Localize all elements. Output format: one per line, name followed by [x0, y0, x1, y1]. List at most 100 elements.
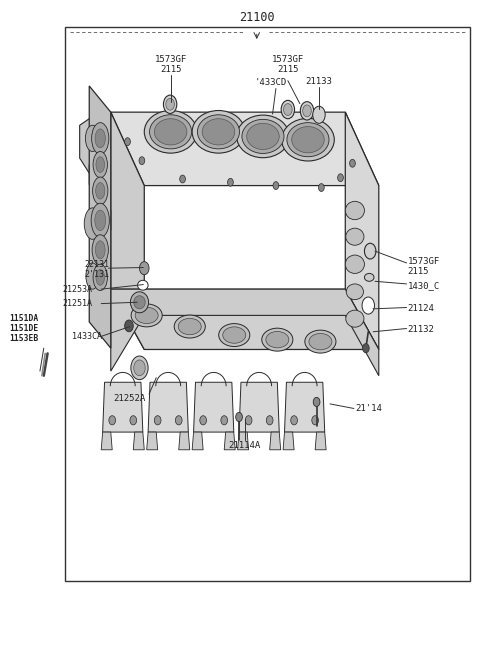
Ellipse shape [93, 152, 108, 177]
Bar [65, 27, 470, 581]
Text: 21133: 21133 [306, 77, 333, 86]
Polygon shape [179, 432, 190, 450]
Circle shape [131, 356, 148, 380]
Text: 21253A: 21253A [63, 284, 93, 294]
Ellipse shape [197, 115, 240, 149]
Ellipse shape [292, 127, 324, 153]
Polygon shape [238, 432, 249, 450]
Polygon shape [315, 432, 326, 450]
Ellipse shape [92, 235, 108, 265]
Ellipse shape [192, 110, 245, 153]
Circle shape [130, 416, 137, 425]
Circle shape [125, 138, 131, 146]
Ellipse shape [134, 296, 145, 309]
Text: 1573GF
2115: 1573GF 2115 [155, 55, 187, 74]
Text: 1573GF
2115: 1573GF 2115 [408, 256, 440, 276]
Circle shape [140, 261, 149, 275]
Polygon shape [89, 165, 111, 230]
Circle shape [273, 181, 279, 189]
Ellipse shape [282, 118, 334, 161]
Ellipse shape [93, 264, 108, 290]
Text: 21124: 21124 [408, 304, 434, 313]
Circle shape [313, 397, 320, 407]
Ellipse shape [86, 263, 99, 289]
Polygon shape [192, 432, 203, 450]
Text: 21132: 21132 [408, 325, 434, 334]
Text: 1433CA: 1433CA [72, 332, 102, 341]
Polygon shape [89, 86, 111, 348]
Polygon shape [224, 432, 235, 450]
Circle shape [284, 104, 292, 116]
Ellipse shape [85, 125, 100, 152]
Circle shape [337, 173, 343, 181]
Ellipse shape [309, 333, 332, 350]
Circle shape [300, 102, 314, 120]
Ellipse shape [138, 281, 148, 290]
Circle shape [155, 416, 161, 425]
Text: 21252A: 21252A [114, 394, 146, 403]
Polygon shape [111, 289, 379, 350]
Ellipse shape [223, 327, 246, 343]
Polygon shape [111, 289, 379, 376]
Text: 1430̲C: 1430̲C [408, 281, 440, 290]
Ellipse shape [305, 330, 336, 353]
Ellipse shape [287, 123, 329, 157]
Text: 21251A: 21251A [63, 299, 93, 308]
Ellipse shape [91, 203, 109, 237]
Circle shape [236, 413, 242, 422]
Circle shape [166, 99, 174, 110]
Ellipse shape [84, 208, 101, 239]
Ellipse shape [150, 115, 192, 149]
Ellipse shape [242, 120, 284, 154]
Polygon shape [283, 432, 294, 450]
Polygon shape [239, 382, 279, 432]
Ellipse shape [266, 331, 289, 348]
Ellipse shape [95, 129, 106, 148]
Circle shape [303, 105, 312, 117]
Circle shape [313, 106, 325, 124]
Circle shape [281, 101, 295, 119]
Polygon shape [133, 432, 144, 450]
Ellipse shape [96, 269, 105, 285]
Circle shape [125, 320, 133, 332]
Ellipse shape [131, 304, 162, 327]
Circle shape [245, 416, 252, 425]
Ellipse shape [96, 183, 105, 199]
Ellipse shape [93, 177, 108, 204]
Polygon shape [103, 382, 143, 432]
Circle shape [364, 243, 376, 259]
Polygon shape [345, 112, 379, 350]
Polygon shape [285, 382, 324, 432]
Polygon shape [111, 112, 144, 350]
Circle shape [362, 297, 374, 314]
Polygon shape [148, 382, 188, 432]
Text: '433CD: '433CD [255, 78, 287, 87]
Ellipse shape [346, 284, 363, 300]
Polygon shape [147, 432, 157, 450]
Ellipse shape [174, 315, 205, 338]
Circle shape [312, 416, 319, 425]
Polygon shape [193, 382, 234, 432]
Circle shape [228, 178, 233, 186]
Ellipse shape [135, 307, 158, 324]
Circle shape [291, 416, 298, 425]
Text: 21'14: 21'14 [355, 404, 382, 413]
Ellipse shape [96, 157, 105, 173]
Ellipse shape [345, 255, 364, 273]
Circle shape [109, 416, 116, 425]
Circle shape [266, 416, 273, 425]
Circle shape [319, 183, 324, 191]
Circle shape [139, 157, 145, 165]
Text: 21100: 21100 [239, 11, 275, 24]
Ellipse shape [144, 110, 197, 153]
Ellipse shape [346, 228, 364, 245]
Circle shape [221, 416, 228, 425]
Polygon shape [111, 112, 379, 185]
Polygon shape [101, 432, 112, 450]
Text: 1573GF
2115: 1573GF 2115 [272, 55, 304, 74]
Circle shape [163, 95, 177, 114]
Ellipse shape [345, 201, 364, 219]
Circle shape [175, 416, 182, 425]
Ellipse shape [364, 273, 374, 281]
Circle shape [349, 160, 355, 168]
